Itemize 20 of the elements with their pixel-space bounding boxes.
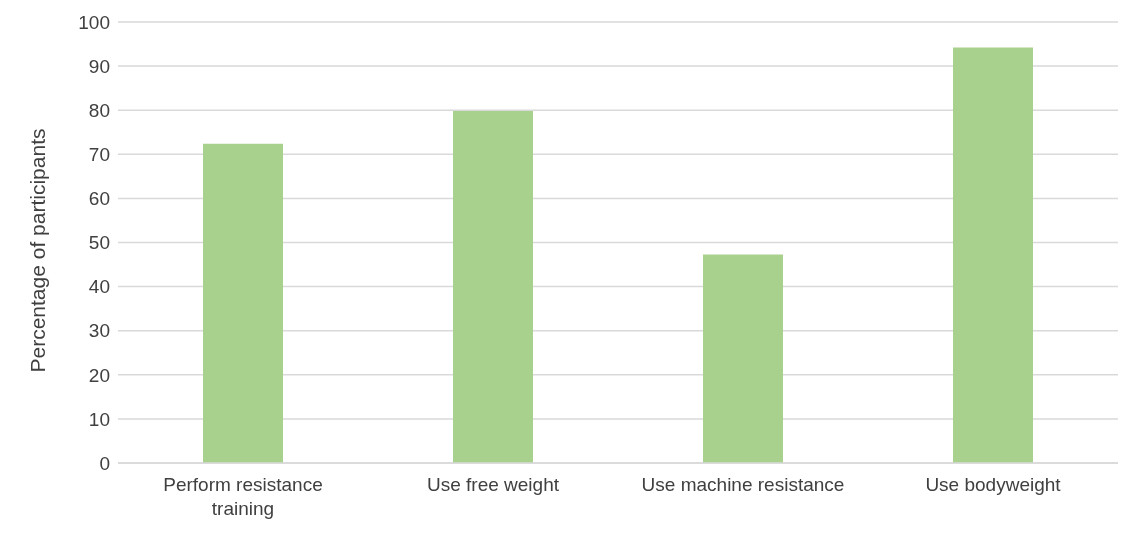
y-tick-label: 60 xyxy=(88,188,110,210)
bar xyxy=(453,111,533,463)
y-axis-title: Percentage of participants xyxy=(26,128,50,373)
x-tick-label: Use free weight xyxy=(426,474,560,495)
x-tick-label: Use bodyweight xyxy=(925,474,1062,495)
x-tick-label: Perform resistance training xyxy=(163,474,323,519)
bar xyxy=(953,47,1033,463)
bar xyxy=(703,254,783,463)
y-tick-label: 10 xyxy=(88,408,110,430)
y-tick-label: 50 xyxy=(88,232,110,254)
y-tick-label: 80 xyxy=(88,99,110,121)
y-tick-label: 20 xyxy=(88,364,110,386)
y-tick-label: 100 xyxy=(78,11,110,33)
bar xyxy=(203,143,283,463)
y-tick-label: 90 xyxy=(88,55,110,77)
y-tick-label: 0 xyxy=(99,452,110,474)
x-tick-label: Use machine resistance xyxy=(641,474,845,495)
y-tick-label: 40 xyxy=(88,276,110,298)
y-tick-label: 70 xyxy=(88,144,110,166)
y-tick-label: 30 xyxy=(88,320,110,342)
